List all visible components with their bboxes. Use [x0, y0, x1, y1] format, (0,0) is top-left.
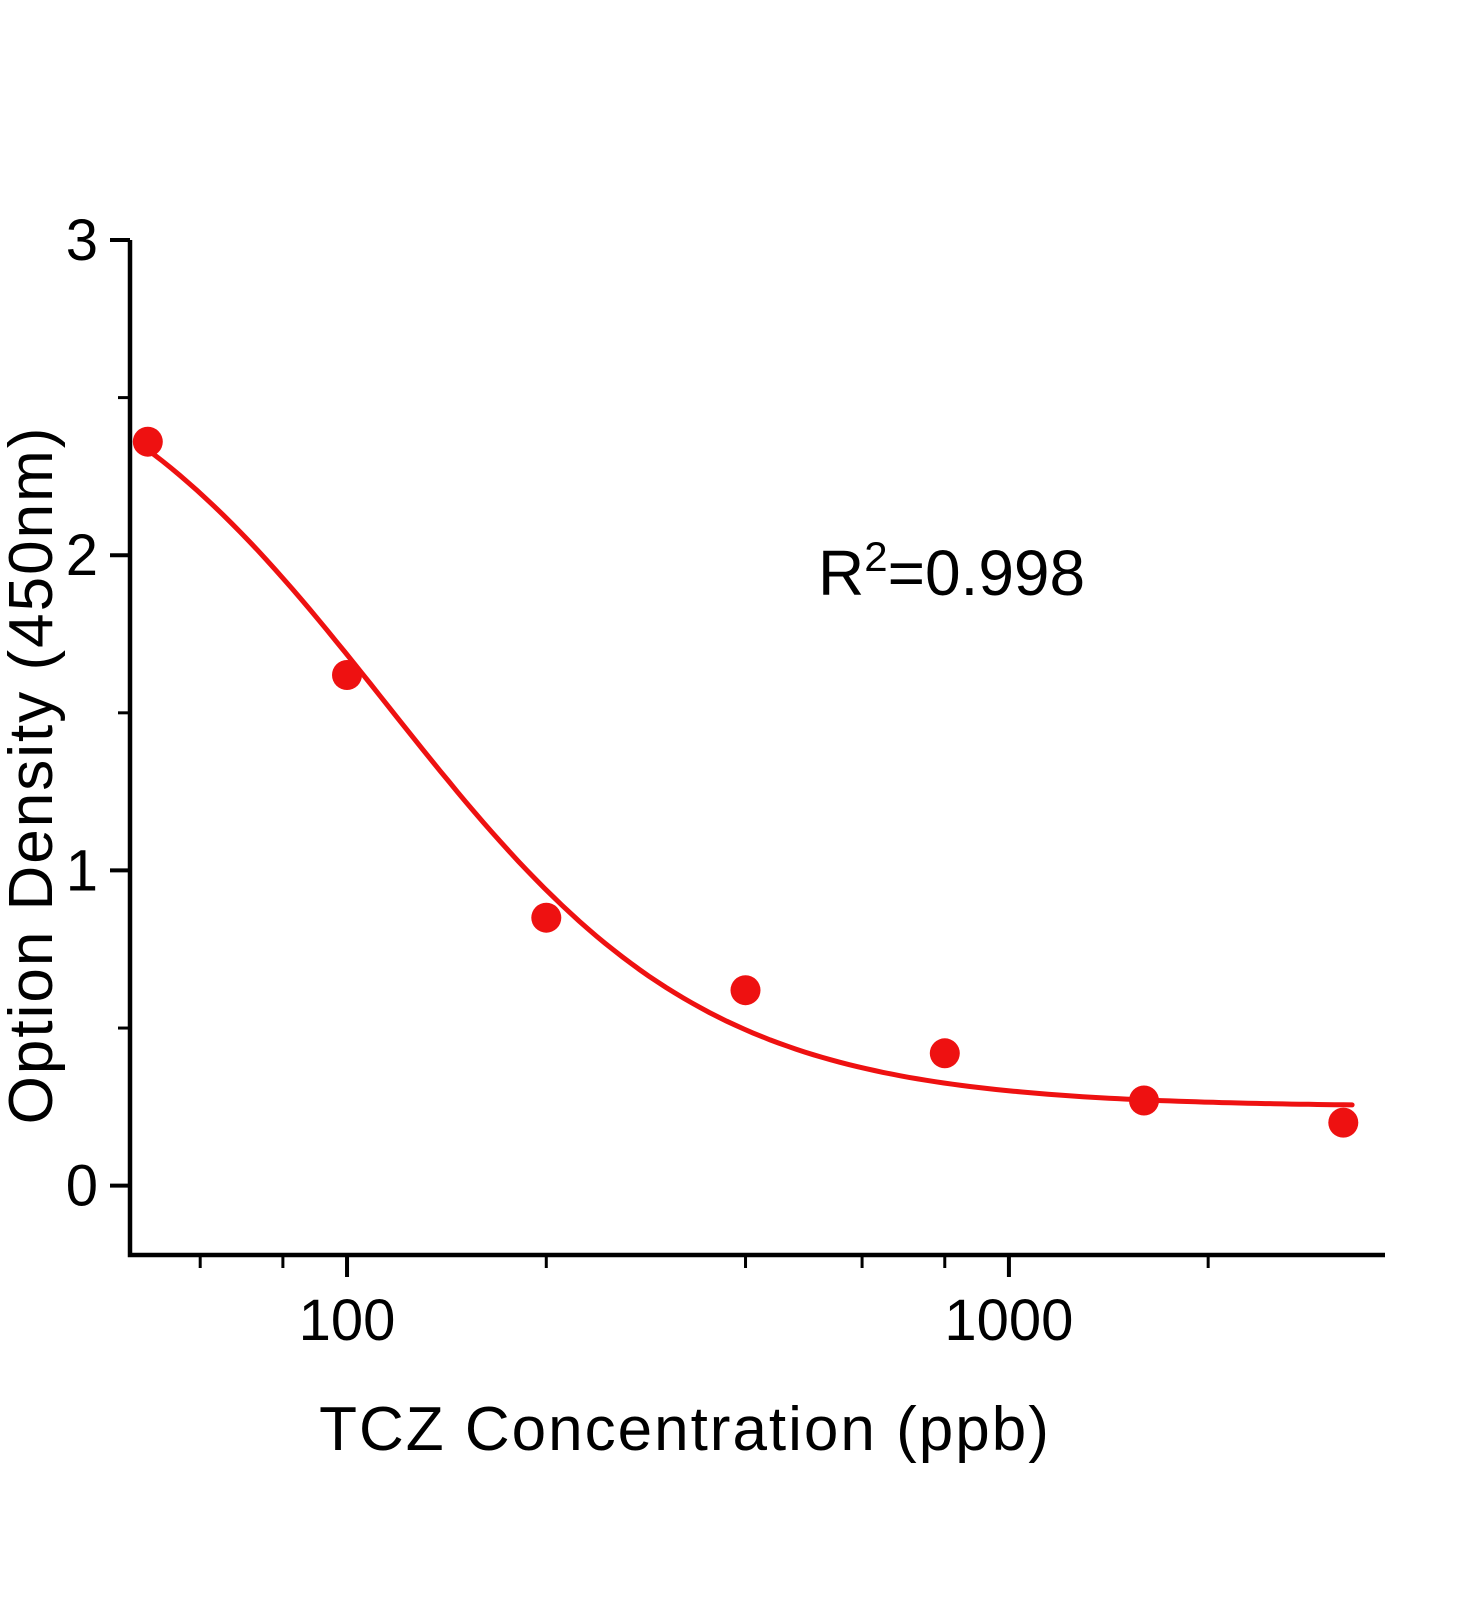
chart-generated-layer: 0 1 2 3 100 1000: [66, 208, 1385, 1353]
y-tick-label: 1: [66, 838, 98, 903]
y-tick-label: 2: [66, 523, 98, 588]
y-axis-title: Option Density (450nm): [0, 426, 66, 1125]
y-tick-label: 0: [66, 1154, 98, 1219]
x-tick-label: 1000: [944, 1288, 1073, 1353]
axis-lines: [127, 240, 1385, 1258]
data-point: [132, 426, 163, 457]
annotation-base: R: [818, 537, 864, 609]
data-point: [1328, 1107, 1359, 1138]
x-axis-title: TCZ Concentration (ppb): [319, 1395, 1051, 1464]
r-squared-annotation: R2=0.998: [818, 533, 1085, 609]
y-tick-label: 3: [66, 208, 98, 273]
data-point: [1129, 1085, 1159, 1116]
data-point: [929, 1038, 960, 1069]
data-point: [332, 660, 362, 690]
fit-curve: [133, 438, 1355, 1108]
x-tick-label: 100: [299, 1288, 396, 1353]
data-point: [730, 975, 761, 1006]
data-point: [531, 902, 562, 933]
annotation-rest: =0.998: [888, 537, 1086, 609]
annotation-exponent: 2: [864, 533, 887, 580]
